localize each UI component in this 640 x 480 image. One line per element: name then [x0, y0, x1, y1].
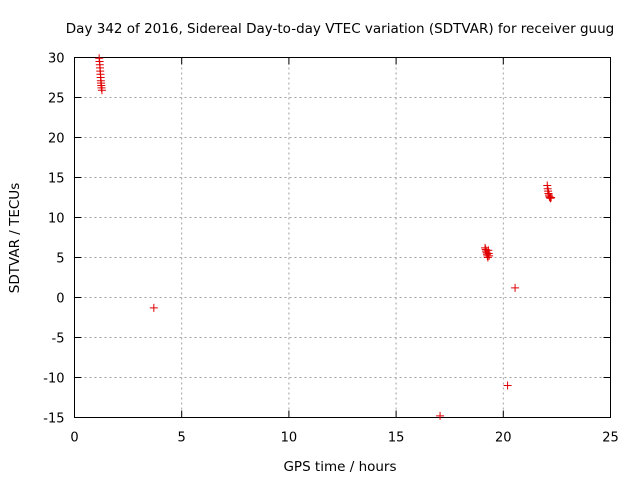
- y-tick-label: 0: [56, 292, 64, 307]
- x-tick-label: 20: [495, 431, 512, 446]
- data-point: [511, 283, 520, 292]
- x-tick-label: 10: [281, 431, 298, 446]
- y-axis-label: SDTVAR / TECUs: [7, 183, 23, 293]
- x-axis-label: GPS time / hours: [283, 459, 396, 475]
- x-tick-label: 15: [388, 431, 405, 446]
- data-point: [483, 253, 492, 262]
- y-tick-label: 5: [56, 252, 64, 267]
- y-tick-label: -15: [43, 412, 64, 427]
- x-tick-label: 0: [70, 431, 78, 446]
- y-tick-label: 15: [48, 172, 65, 187]
- y-tick-label: 25: [48, 92, 65, 107]
- y-tick-label: 30: [48, 52, 65, 67]
- y-tick-label: 20: [48, 132, 65, 147]
- data-point: [436, 411, 445, 420]
- y-tick-label: -10: [43, 372, 64, 387]
- data-point: [546, 194, 555, 203]
- data-points: [95, 54, 556, 420]
- data-point: [485, 251, 494, 260]
- plot-frame: [74, 57, 611, 418]
- data-point: [149, 303, 158, 312]
- data-point: [547, 193, 556, 202]
- data-point: [97, 86, 106, 95]
- chart-title: Day 342 of 2016, Sidereal Day-to-day VTE…: [66, 21, 614, 37]
- y-tick-label: 10: [48, 212, 65, 227]
- data-point: [545, 192, 554, 201]
- x-tick-label: 5: [178, 431, 186, 446]
- data-point: [503, 381, 512, 390]
- x-tick-label: 25: [602, 431, 619, 446]
- grid: [74, 57, 611, 418]
- y-tick-label: -5: [52, 332, 65, 347]
- tick-labels: 0 5 10 15 20 25 -15 -10 -5 0 5 10 15 20 25 30: [43, 52, 619, 446]
